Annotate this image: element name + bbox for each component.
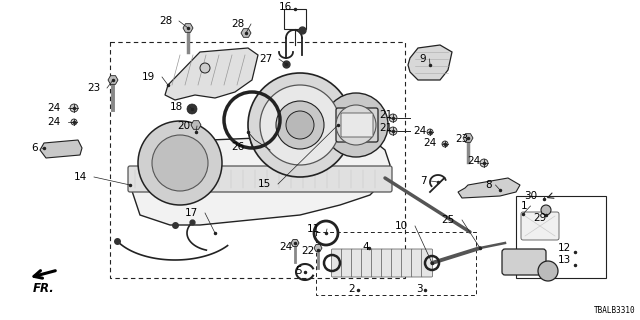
Circle shape — [152, 135, 208, 191]
FancyBboxPatch shape — [422, 249, 433, 277]
Text: 9: 9 — [419, 54, 426, 64]
Text: 15: 15 — [258, 179, 271, 189]
Text: 24: 24 — [413, 126, 427, 136]
Bar — [516, 196, 606, 278]
Text: TBALB3310: TBALB3310 — [595, 306, 636, 315]
Circle shape — [389, 127, 397, 135]
Text: 20: 20 — [177, 121, 190, 131]
Circle shape — [248, 73, 352, 177]
Circle shape — [324, 93, 388, 157]
Text: 5: 5 — [296, 266, 302, 276]
FancyBboxPatch shape — [412, 249, 422, 277]
Circle shape — [200, 63, 210, 73]
Text: 23: 23 — [87, 83, 100, 93]
Text: 8: 8 — [485, 180, 492, 190]
Polygon shape — [165, 48, 258, 100]
Circle shape — [336, 105, 376, 145]
Polygon shape — [241, 29, 251, 37]
Polygon shape — [458, 178, 520, 198]
FancyBboxPatch shape — [392, 249, 403, 277]
Text: 26: 26 — [232, 142, 245, 152]
Polygon shape — [314, 244, 322, 252]
Text: 22: 22 — [301, 246, 315, 256]
Polygon shape — [108, 76, 118, 84]
Text: 13: 13 — [557, 255, 571, 265]
Text: 7: 7 — [420, 176, 427, 186]
Circle shape — [286, 111, 314, 139]
Circle shape — [538, 261, 558, 281]
Text: FR.: FR. — [33, 282, 55, 295]
Polygon shape — [40, 140, 82, 158]
Text: 18: 18 — [170, 102, 183, 112]
Polygon shape — [408, 45, 452, 80]
Text: 12: 12 — [557, 243, 571, 253]
Text: 1: 1 — [520, 201, 527, 211]
Text: 24: 24 — [48, 117, 61, 127]
Circle shape — [260, 85, 340, 165]
Circle shape — [480, 159, 488, 167]
Circle shape — [138, 121, 222, 205]
Text: 17: 17 — [185, 208, 198, 218]
Text: 24: 24 — [48, 103, 61, 113]
FancyBboxPatch shape — [502, 249, 546, 275]
Text: 21: 21 — [380, 123, 393, 133]
Circle shape — [389, 114, 397, 122]
FancyBboxPatch shape — [342, 249, 353, 277]
FancyBboxPatch shape — [351, 249, 362, 277]
Circle shape — [427, 129, 433, 135]
Text: 3: 3 — [417, 284, 423, 294]
Polygon shape — [130, 130, 390, 225]
Polygon shape — [463, 134, 473, 142]
Bar — [284, 9, 306, 29]
Text: 25: 25 — [442, 215, 455, 225]
Circle shape — [442, 141, 448, 147]
FancyBboxPatch shape — [332, 249, 342, 277]
Text: 4: 4 — [362, 242, 369, 252]
Circle shape — [541, 205, 551, 215]
Bar — [316, 232, 476, 295]
FancyBboxPatch shape — [371, 249, 383, 277]
Text: 19: 19 — [141, 72, 155, 82]
FancyBboxPatch shape — [401, 249, 413, 277]
Bar — [110, 42, 405, 278]
Text: 16: 16 — [279, 2, 292, 12]
Text: 2: 2 — [348, 284, 355, 294]
Text: 10: 10 — [395, 221, 408, 231]
Text: 24: 24 — [279, 242, 292, 252]
Text: 29: 29 — [532, 213, 546, 223]
Text: 11: 11 — [307, 224, 320, 234]
FancyBboxPatch shape — [341, 113, 373, 137]
Text: 24: 24 — [423, 138, 436, 148]
Polygon shape — [291, 240, 299, 246]
Text: 23: 23 — [456, 134, 469, 144]
FancyBboxPatch shape — [521, 212, 559, 240]
Circle shape — [71, 119, 77, 125]
Text: 30: 30 — [524, 191, 537, 201]
Text: 28: 28 — [231, 19, 244, 29]
Text: 14: 14 — [74, 172, 87, 182]
FancyBboxPatch shape — [362, 249, 372, 277]
Text: 27: 27 — [259, 54, 272, 64]
Circle shape — [276, 101, 324, 149]
FancyBboxPatch shape — [128, 166, 392, 192]
Circle shape — [70, 104, 78, 112]
Text: 24: 24 — [468, 156, 481, 166]
Polygon shape — [191, 121, 201, 129]
Text: 6: 6 — [31, 143, 38, 153]
Text: 28: 28 — [159, 16, 172, 26]
FancyBboxPatch shape — [381, 249, 392, 277]
FancyBboxPatch shape — [336, 108, 378, 142]
Circle shape — [187, 104, 197, 114]
Text: 21: 21 — [380, 110, 393, 120]
Polygon shape — [183, 24, 193, 32]
